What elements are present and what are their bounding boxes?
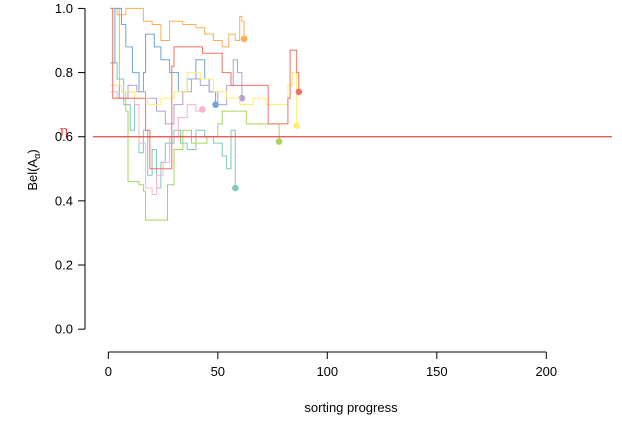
y-axis-title-close: ): [25, 149, 40, 153]
series-endpoint-4: [212, 101, 219, 108]
y-tick-label: 0.2: [55, 258, 73, 273]
x-tick-label: 50: [211, 364, 225, 379]
series-line-2: [110, 7, 280, 221]
series-layer: [110, 7, 303, 221]
threshold-label: η: [60, 124, 68, 140]
series-endpoint-8: [295, 88, 303, 96]
x-tick-label: 100: [316, 364, 338, 379]
y-tick-label: 0.6: [55, 129, 73, 144]
y-axis-title-subscript: α: [32, 154, 42, 159]
y-tick-label: 0.4: [55, 193, 73, 208]
y-tick-label: 1.0: [55, 1, 73, 16]
x-tick-label: 150: [426, 364, 448, 379]
y-tick-label: 0.8: [55, 65, 73, 80]
threshold-layer: η: [60, 124, 612, 140]
series-endpoint-6: [199, 106, 206, 113]
y-tick-label: 0.0: [55, 322, 73, 337]
x-tick-label: 200: [535, 364, 557, 379]
series-endpoint-2: [275, 138, 283, 145]
series-line-8: [110, 7, 300, 170]
x-tick-label: 0: [105, 364, 112, 379]
series-endpoint-7: [293, 122, 300, 129]
series-endpoint-5: [238, 94, 246, 102]
y-axis-title: Bel(Aα): [25, 149, 42, 190]
series-line-4: [110, 7, 217, 105]
series-endpoint-1: [232, 184, 239, 192]
series-line-3: [110, 7, 245, 48]
series-endpoint-3: [240, 35, 248, 43]
axes-layer: 0 50 100 150 200 0.0 0.2 0.4 0.6 0.8 1.0: [55, 1, 557, 379]
series-line-1: [110, 62, 236, 189]
series-line-7: [110, 72, 298, 126]
x-axis-title: sorting progress: [304, 400, 398, 415]
y-axis-title-main: Bel(A: [25, 159, 40, 191]
